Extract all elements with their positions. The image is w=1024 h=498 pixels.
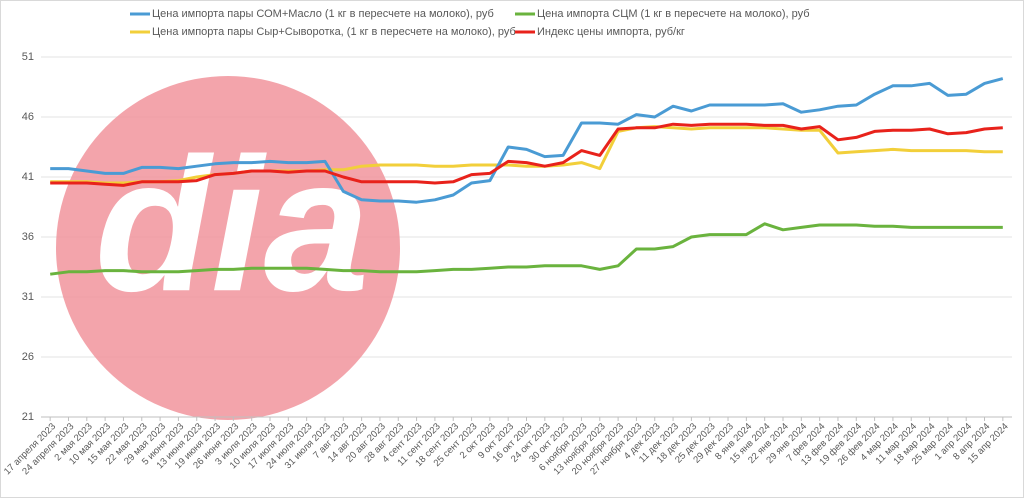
y-tick-label: 46 <box>22 111 34 123</box>
y-tick-label: 26 <box>22 351 34 363</box>
series-line <box>50 77 1004 204</box>
series-line <box>50 122 1003 187</box>
y-tick-label: 51 <box>22 51 34 63</box>
legend-label: Цена импорта пары Сыр+Сыворотка, (1 кг в… <box>152 26 516 38</box>
legend-label: Цена импорта пары СОМ+Масло (1 кг в пере… <box>152 8 494 20</box>
watermark-text: dia <box>95 119 370 331</box>
series-line <box>50 222 1003 276</box>
legend-label: Цена импорта СЦМ (1 кг в пересчете на мо… <box>537 8 810 20</box>
y-tick-label: 41 <box>22 171 34 183</box>
y-tick-label: 36 <box>22 231 34 243</box>
legend-label: Индекс цены импорта, руб/кг <box>537 26 685 38</box>
y-tick-label: 31 <box>22 291 34 303</box>
y-tick-label: 21 <box>22 411 34 423</box>
